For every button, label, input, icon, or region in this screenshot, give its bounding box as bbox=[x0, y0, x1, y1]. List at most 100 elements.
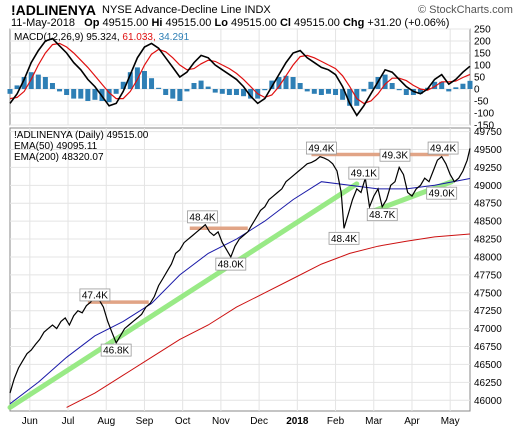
price-annotation-label: 47.4K bbox=[82, 290, 108, 301]
index-exchange: INDX bbox=[244, 4, 271, 16]
price-ytick-label: 49750 bbox=[474, 127, 502, 138]
macd-histogram-bar bbox=[347, 89, 353, 106]
macd-histogram-bar bbox=[219, 89, 225, 94]
macd-histogram-bar bbox=[396, 89, 402, 91]
macd-histogram-bar bbox=[439, 81, 445, 89]
price-annotation-label: 48.7K bbox=[369, 210, 395, 221]
support-trendline bbox=[372, 179, 455, 213]
price-annotation-box bbox=[427, 141, 459, 155]
price-annotation-label: 48.4K bbox=[189, 212, 215, 223]
macd-histogram-bar bbox=[42, 77, 48, 89]
macd-histogram-bar bbox=[226, 89, 232, 95]
ohlc-row: 11-May-2018 Op 49515.00 Hi 49515.00 Lo 4… bbox=[11, 17, 449, 29]
macd-histogram-bar bbox=[262, 89, 268, 91]
price-ytick-label: 46250 bbox=[474, 378, 502, 389]
macd-histogram-bar bbox=[368, 81, 374, 89]
price-annotation-box bbox=[366, 208, 398, 222]
macd-histogram-bar bbox=[297, 83, 303, 89]
macd-histogram-bar bbox=[106, 89, 112, 103]
chart-name: NYSE Advance-Decline Line INDX bbox=[102, 4, 271, 16]
macd-ytick-label: -50 bbox=[474, 97, 489, 108]
month-label: Oct bbox=[175, 416, 191, 427]
macd-histogram-bar bbox=[233, 89, 239, 95]
macd-histogram-bar bbox=[57, 89, 63, 92]
price-annotation-box bbox=[305, 141, 337, 155]
macd-histogram-bar bbox=[127, 72, 133, 89]
price-ytick-label: 48250 bbox=[474, 235, 502, 246]
macd-legend-macd-value: 95.324, bbox=[86, 32, 122, 43]
macd-histogram-bar bbox=[14, 85, 20, 89]
price-ytick-label: 49250 bbox=[474, 163, 502, 174]
macd-histogram-bar bbox=[49, 83, 55, 89]
macd-legend-prefix: MACD(12,26,9) bbox=[14, 32, 86, 43]
macd-ytick-label: -150 bbox=[474, 121, 494, 132]
macd-histogram-bar bbox=[92, 89, 98, 100]
macd-legend-hist-value: 34.291 bbox=[159, 32, 190, 43]
macd-histogram-bar bbox=[191, 83, 197, 89]
macd-histogram-bar bbox=[163, 89, 169, 95]
macd-ytick-label: 100 bbox=[474, 61, 491, 72]
ema50-line bbox=[9, 178, 471, 405]
low-value: 49515.00 bbox=[231, 17, 277, 29]
macd-histogram-bar bbox=[403, 89, 409, 95]
price-annotation-box bbox=[379, 148, 411, 162]
macd-ytick-label: -100 bbox=[474, 109, 494, 120]
month-label: Aug bbox=[97, 416, 115, 427]
ema200-line bbox=[66, 233, 471, 408]
price-annotation-label: 49.4K bbox=[308, 144, 334, 155]
macd-histogram-bar bbox=[290, 77, 296, 89]
ema50-legend-value: 49095.11 bbox=[56, 141, 97, 152]
price-annotation-box bbox=[348, 166, 380, 180]
price-annotation-label: 46.8K bbox=[103, 346, 129, 357]
price-annotation-box bbox=[187, 210, 218, 224]
index-name: NYSE Advance-Decline Line bbox=[102, 4, 242, 16]
macd-histogram-bar bbox=[85, 89, 91, 101]
ema200-legend: EMA(200) 48320.07 bbox=[14, 152, 104, 163]
macd-histogram-bar bbox=[269, 80, 275, 89]
macd-histogram-bar bbox=[283, 75, 289, 89]
macd-histogram-bar bbox=[446, 89, 452, 92]
macd-histogram-bar bbox=[35, 74, 41, 89]
macd-histogram-bar bbox=[141, 71, 147, 89]
price-ytick-label: 47250 bbox=[474, 306, 502, 317]
low-label: Lo bbox=[214, 17, 228, 29]
price-annotation-label: 49.4K bbox=[430, 144, 456, 155]
price-ytick-label: 46500 bbox=[474, 360, 502, 371]
macd-histogram-bar bbox=[184, 89, 190, 92]
open-label: Op bbox=[84, 17, 100, 29]
price-annotation-label: 48.4K bbox=[331, 234, 357, 245]
price-ytick-label: 47750 bbox=[474, 270, 502, 281]
macd-ytick-label: 250 bbox=[474, 25, 491, 36]
month-label: Jul bbox=[62, 416, 75, 427]
price-legend-value: 49515.00 bbox=[107, 130, 149, 141]
month-label: 2018 bbox=[286, 416, 309, 427]
macd-histogram-bar bbox=[170, 89, 176, 99]
macd-ytick-label: 200 bbox=[474, 37, 491, 48]
ema50-legend-label: EMA(50) bbox=[14, 141, 56, 152]
close-label: Cl bbox=[279, 17, 291, 29]
macd-histogram-bar bbox=[71, 89, 77, 99]
brand-label: © StockCharts.com bbox=[418, 4, 513, 16]
macd-line bbox=[9, 37, 471, 117]
month-label: Dec bbox=[250, 416, 268, 427]
month-label: Feb bbox=[327, 416, 345, 427]
macd-histogram-bar bbox=[241, 89, 247, 97]
macd-histogram-bar bbox=[333, 89, 339, 95]
price-line bbox=[9, 148, 471, 394]
macd-histogram-bar bbox=[432, 81, 438, 89]
price-ytick-label: 48500 bbox=[474, 217, 502, 228]
macd-histogram-bar bbox=[361, 89, 367, 92]
price-ytick-label: 46000 bbox=[474, 396, 502, 407]
price-ytick-label: 47000 bbox=[474, 324, 502, 335]
macd-histogram-bar bbox=[389, 83, 395, 89]
price-annotation-label: 49.1K bbox=[351, 169, 377, 180]
macd-histogram-bar bbox=[198, 80, 204, 89]
macd-histogram-bar bbox=[7, 89, 13, 94]
macd-histogram-bar bbox=[113, 89, 119, 94]
month-label: May bbox=[441, 416, 460, 427]
macd-histogram-bar bbox=[120, 81, 126, 89]
month-label: Mar bbox=[365, 416, 383, 427]
macd-histogram-bar bbox=[78, 89, 84, 99]
month-label: Jun bbox=[22, 416, 38, 427]
